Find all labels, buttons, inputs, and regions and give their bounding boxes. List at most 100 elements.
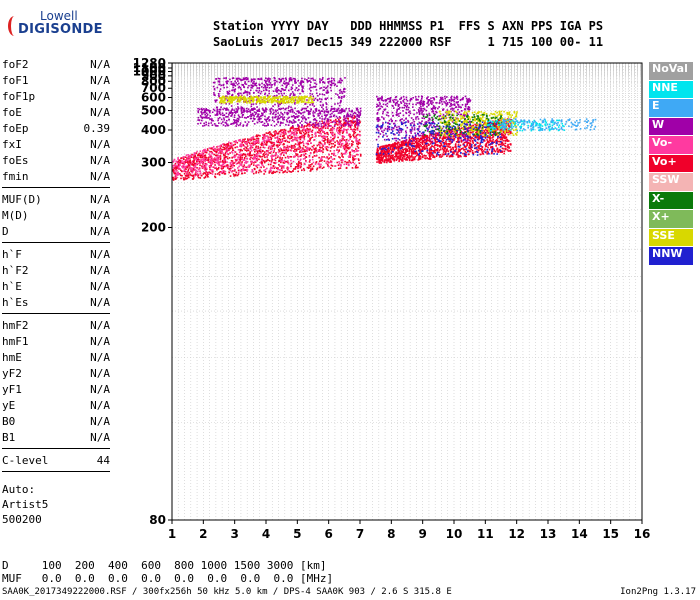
data-point [278,171,281,174]
data-point [450,104,453,107]
data-point [351,130,354,132]
data-point [268,116,270,118]
data-point [187,173,189,175]
data-point [294,117,297,119]
data-point [245,140,247,143]
data-point [406,104,409,107]
data-point [354,155,356,157]
data-point [399,155,402,158]
data-point [341,129,343,132]
param-value: N/A [90,193,110,206]
data-point [234,174,237,177]
data-point [258,117,261,120]
data-point [267,149,270,152]
data-point [421,141,424,144]
data-point [257,134,260,137]
data-point [330,128,332,130]
data-point [425,136,428,138]
data-point [416,152,418,154]
data-point [414,96,417,98]
data-point [477,142,479,145]
data-point [310,169,312,172]
data-point [485,145,488,148]
data-point [246,170,248,173]
data-point [471,137,474,139]
data-point [481,135,484,138]
data-point [455,101,458,103]
data-point [416,142,419,144]
data-point [462,143,465,146]
data-point [199,114,202,117]
data-point [461,104,464,106]
data-point [287,137,289,139]
data-point [302,128,304,131]
data-point [218,112,221,115]
data-point [198,160,201,163]
data-point [450,142,453,144]
data-point [273,125,276,127]
data-point [190,156,193,159]
data-point [238,157,241,160]
data-point [341,153,344,156]
data-point [239,153,242,156]
data-point [345,115,348,118]
data-point [292,170,294,172]
data-point [204,172,207,175]
data-point [428,155,431,158]
data-point [423,147,426,149]
data-point [304,132,307,135]
data-point [483,136,485,138]
data-point [194,175,196,177]
data-point [403,156,406,158]
data-point [477,145,479,148]
data-point [211,158,214,161]
data-point [299,151,301,153]
data-point [237,124,240,127]
data-point [185,160,188,162]
data-point [503,135,506,138]
data-point [507,140,510,142]
data-point [347,128,349,131]
data-point [429,152,432,155]
data-point [334,144,336,147]
data-point [252,158,255,161]
data-point [472,124,475,127]
data-point [218,172,220,174]
data-point [302,153,305,156]
data-point [307,117,310,119]
data-point [228,141,230,144]
data-point [282,118,284,121]
data-point [435,96,438,98]
data-point [414,136,417,139]
data-point [309,113,311,115]
data-point [467,101,470,103]
data-point [241,141,244,144]
data-point [283,146,285,148]
artist-build: 500200 [2,513,42,526]
data-point [319,149,322,152]
data-point [318,129,320,132]
data-point [428,103,430,106]
data-point [432,101,434,104]
data-point [440,100,443,103]
data-point [197,162,200,165]
data-point [401,151,403,154]
data-point [450,138,453,140]
data-point [184,177,187,179]
data-point [283,154,285,157]
data-point [183,163,186,165]
data-point [332,110,334,113]
data-point [239,145,241,147]
data-point [445,96,448,98]
data-point [350,143,353,145]
data-point [269,112,272,115]
data-point [301,130,303,132]
data-point [255,158,258,160]
data-point [187,169,190,172]
data-point [278,141,281,144]
data-point [318,135,320,137]
data-point [246,153,249,156]
data-point [418,149,421,152]
data-point [188,156,191,159]
data-point [321,115,323,118]
